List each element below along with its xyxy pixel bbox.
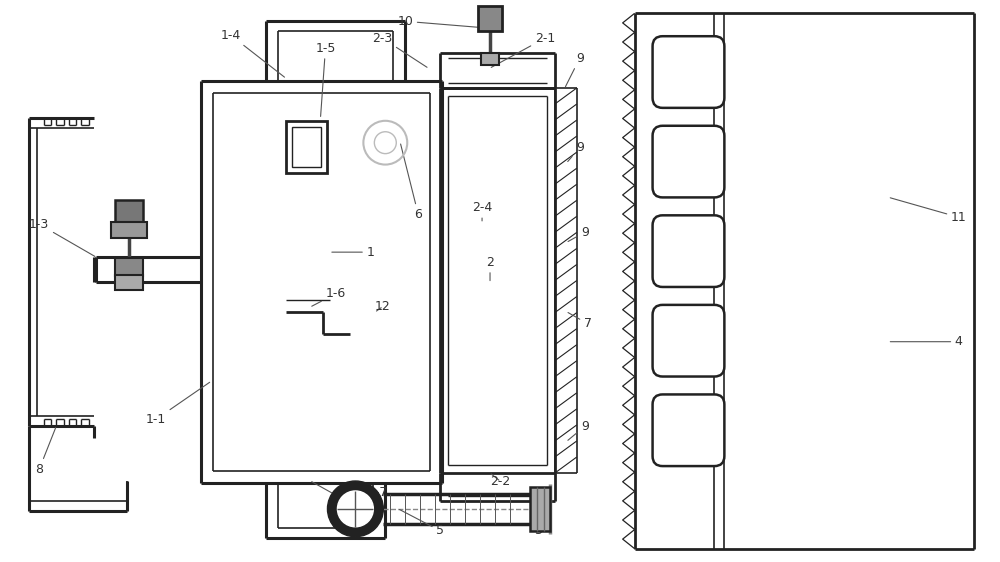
Text: 9: 9 [568,141,584,161]
FancyBboxPatch shape [653,395,724,466]
Text: 2-4: 2-4 [472,201,492,221]
Text: 1-4: 1-4 [221,29,285,77]
Text: 9: 9 [568,420,589,440]
Text: 3: 3 [532,510,542,537]
FancyBboxPatch shape [653,215,724,287]
Bar [111,223,147,238]
Bar [115,275,143,290]
Bar [115,258,143,276]
Bar [530,487,550,531]
FancyBboxPatch shape [653,36,724,108]
Text: 9: 9 [568,226,589,242]
Circle shape [327,481,383,537]
Text: 1-1: 1-1 [146,382,210,426]
Text: 2-1: 2-1 [491,31,555,67]
Text: 8: 8 [35,428,56,475]
Text: 1-5: 1-5 [315,42,336,116]
Text: 1-7: 1-7 [362,482,389,500]
Text: 6: 6 [401,144,422,221]
Text: 9: 9 [565,52,584,87]
Text: 1-3: 1-3 [29,218,95,256]
Bar [115,201,143,223]
Text: 12: 12 [374,300,390,314]
Bar [481,53,499,65]
Text: 7: 7 [568,312,592,330]
Text: 11: 11 [890,198,967,224]
FancyBboxPatch shape [653,305,724,377]
Text: 2: 2 [486,256,494,280]
Circle shape [337,491,373,527]
Text: 2-2: 2-2 [490,474,510,487]
Text: 2-3: 2-3 [372,31,427,67]
Text: 1-2: 1-2 [312,482,371,515]
Text: 10: 10 [397,15,489,28]
Text: 4: 4 [890,335,963,348]
Text: 5: 5 [400,510,444,537]
Bar [286,121,327,173]
Bar [478,6,502,31]
FancyBboxPatch shape [653,126,724,197]
Text: 1-6: 1-6 [312,287,346,306]
Bar [292,127,321,166]
Text: 1: 1 [332,246,374,259]
